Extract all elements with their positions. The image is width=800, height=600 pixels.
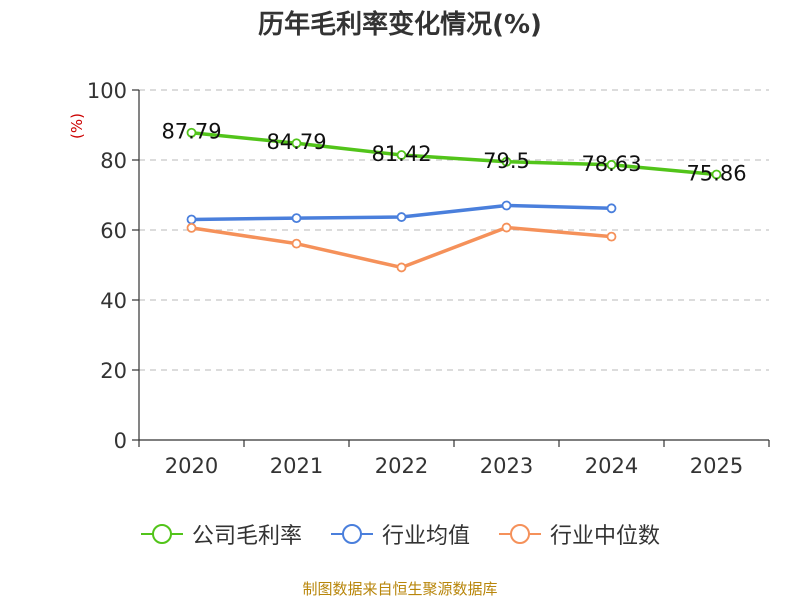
y-tick-label: 0: [114, 429, 127, 453]
y-tick-label: 80: [100, 149, 127, 173]
x-tick-label: 2023: [480, 454, 533, 478]
x-tick-label: 2024: [585, 454, 638, 478]
x-tick-label: 2022: [375, 454, 428, 478]
legend-label: 行业中位数: [550, 524, 661, 549]
data-point: [291, 213, 302, 224]
data-label: 75.86: [686, 161, 746, 185]
legend-item-2[interactable]: 行业均值: [330, 518, 470, 550]
data-point: [396, 150, 407, 160]
y-axis-label: (%): [68, 113, 86, 139]
x-tick-label: 2020: [165, 454, 218, 478]
legend-item-1[interactable]: 公司毛利率: [140, 518, 302, 550]
data-point: [711, 169, 722, 180]
legend: 公司毛利率 行业均值 行业中位数: [0, 518, 800, 550]
data-point: [501, 200, 512, 211]
legend-swatch-icon: [499, 524, 541, 544]
data-point: [606, 203, 617, 214]
data-point: [606, 159, 617, 170]
data-label: 84.79: [266, 130, 326, 154]
y-tick-label: 60: [100, 219, 127, 243]
series-line-1: [189, 130, 719, 177]
source-note: 制图数据来自恒生聚源数据库: [302, 580, 498, 598]
legend-label: 行业均值: [381, 524, 470, 549]
data-point: [186, 222, 197, 233]
data-point: [396, 262, 407, 273]
chart-title: 历年毛利率变化情况(%): [258, 10, 542, 40]
data-point: [501, 222, 512, 233]
x-tick-label: 2021: [270, 454, 323, 478]
series-line-3: [189, 225, 614, 270]
data-point: [186, 127, 197, 138]
legend-swatch-icon: [330, 524, 373, 544]
legend-swatch-icon: [140, 524, 183, 544]
y-tick-label: 100: [87, 79, 127, 103]
data-label: 79.5: [483, 149, 530, 173]
y-tick-label: 40: [100, 289, 127, 313]
y-tick-label: 20: [100, 359, 127, 383]
legend-item-3[interactable]: 行业中位数: [498, 518, 660, 550]
data-point: [606, 231, 617, 242]
x-tick-label: 2025: [690, 454, 743, 478]
data-label: 87.79: [161, 120, 221, 144]
data-point: [501, 156, 512, 167]
data-point: [291, 238, 302, 249]
data-label: 78.63: [581, 152, 641, 176]
data-point: [291, 138, 302, 149]
legend-label: 公司毛利率: [191, 524, 302, 549]
data-point: [396, 212, 407, 222]
data-label: 81.42: [371, 142, 431, 166]
data-point: [186, 214, 197, 225]
